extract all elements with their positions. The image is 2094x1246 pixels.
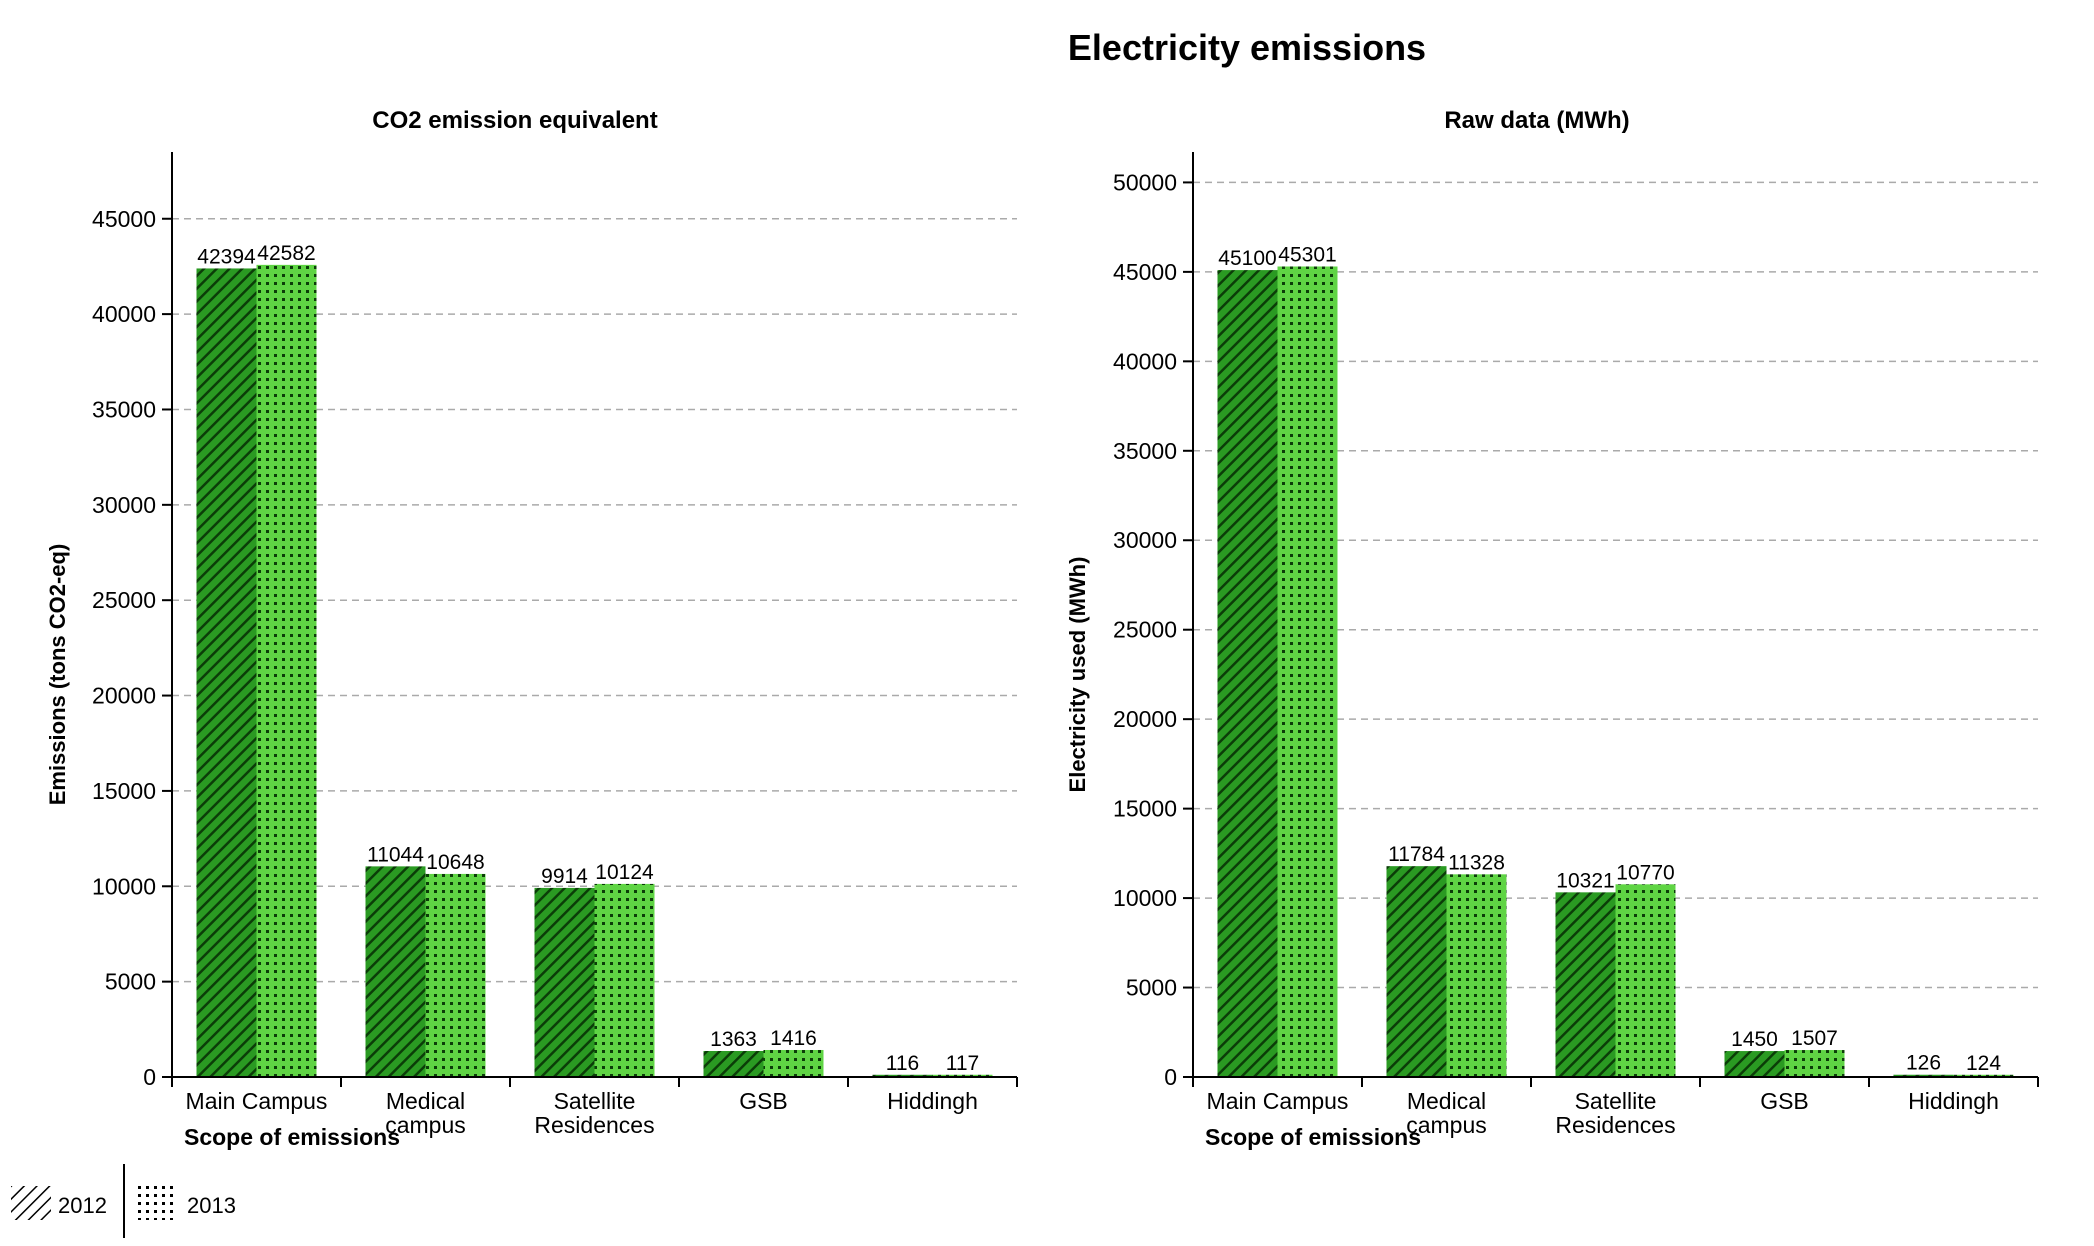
y-tick-label: 25000 [1113,617,1177,643]
y-tick-label: 40000 [1113,348,1177,374]
x-tick-label: campus [385,1112,466,1138]
bar-2013 [1615,884,1676,1077]
chart-raw-data-mwh: Raw data (MWh) 0 5000 10000 15000 20000 25000 3… [1065,107,2039,1150]
x-tick-label: Satellite [554,1088,636,1114]
legend-swatch-2013 [138,1186,178,1220]
bar-2012 [534,887,595,1077]
data-label-2013: 42582 [257,242,315,265]
bar-2012 [872,1074,933,1077]
data-label-2012: 11044 [367,843,424,866]
x-axis-label-co2: Scope of emissions [184,1124,400,1150]
y-tick-label: 40000 [92,301,156,327]
legend-label-2012: 2012 [58,1193,107,1218]
bar-2012 [1386,866,1447,1077]
data-label-2012: 45100 [1218,247,1276,270]
legend: 2012 2013 [11,1164,236,1238]
data-label-2012: 116 [886,1052,919,1075]
data-label-2012: 126 [1906,1052,1941,1075]
y-tick-label: 10000 [92,873,156,899]
x-tick-label: Residences [1555,1112,1675,1138]
legend-label-2013: 2013 [187,1193,236,1218]
y-tick-label: 45000 [1113,259,1177,285]
data-label-2013: 1416 [770,1027,817,1050]
x-tick-label: GSB [1760,1088,1809,1114]
bar-2013 [425,873,486,1077]
bar-2013 [594,883,655,1077]
x-tick-label: Main Campus [186,1088,328,1114]
bar-2013 [1953,1074,2014,1077]
bar-2013 [1784,1050,1845,1077]
data-label-2013: 11328 [1448,851,1505,874]
data-label-2013: 10124 [595,861,654,884]
data-label-2013: 124 [1966,1052,2001,1075]
chart-title-mwh: Raw data (MWh) [1444,107,1629,134]
chart-co2-emission-equivalent: CO2 emission equivalent 0 5000 10000 15000 20… [45,107,1018,1150]
y-tick-label: 35000 [1113,438,1177,464]
bar-2012 [703,1051,764,1077]
data-label-2013: 10648 [426,851,484,874]
data-label-2012: 11784 [1388,843,1445,866]
figure-title: Electricity emissions [1068,27,1426,68]
y-tick-label: 50000 [1113,169,1177,195]
bar-2013 [1277,266,1338,1077]
bar-2013 [1446,874,1507,1077]
data-label-2012: 10321 [1556,869,1614,892]
data-label-2012: 1450 [1731,1028,1778,1051]
data-label-2013: 10770 [1616,861,1674,884]
x-axis-label-mwh: Scope of emissions [1205,1124,1421,1150]
y-tick-label: 30000 [1113,527,1177,553]
y-axis-label-mwh: Electricity used (MWh) [1065,557,1090,793]
bar-2012 [1555,892,1616,1077]
x-tick-label: Residences [534,1112,654,1138]
x-tick-label: Hiddingh [1908,1088,1999,1114]
y-tick-label: 10000 [1113,885,1177,911]
x-tick-label: Medical [386,1088,465,1114]
bar-2012 [196,268,257,1077]
y-tick-label: 15000 [1113,796,1177,822]
x-tick-label: GSB [739,1088,788,1114]
y-tick-label: 35000 [92,396,156,422]
data-label-2013: 45301 [1278,243,1336,266]
y-tick-label: 20000 [92,683,156,709]
data-label-2012: 1363 [710,1028,757,1051]
y-axis-label-co2: Emissions (tons CO2-eq) [45,544,70,806]
y-tick-label: 15000 [92,778,156,804]
y-tick-label: 20000 [1113,706,1177,732]
bar-2013 [763,1049,824,1077]
y-tick-label: 0 [1164,1064,1177,1090]
y-tick-label: 30000 [92,492,156,518]
data-label-2012: 42394 [197,245,256,268]
y-tick-label: 45000 [92,206,156,232]
bar-2013 [256,264,317,1077]
data-label-2012: 9914 [541,865,588,888]
bar-2012 [1724,1051,1785,1077]
data-label-2013: 117 [946,1052,979,1075]
x-tick-label: Medical [1407,1088,1486,1114]
data-label-2013: 1507 [1791,1027,1838,1050]
y-tick-label: 5000 [105,969,156,995]
y-tick-label: 25000 [92,587,156,613]
y-tick-label: 5000 [1126,975,1177,1001]
x-tick-label: campus [1406,1112,1487,1138]
bar-2012 [1893,1074,1954,1077]
x-tick-label: Satellite [1575,1088,1657,1114]
bar-2012 [1217,270,1278,1078]
bar-2013 [932,1074,993,1077]
legend-swatch-2012 [11,1186,51,1220]
y-tick-label: 0 [143,1064,156,1090]
chart-title-co2: CO2 emission equivalent [372,107,657,134]
bar-2012 [365,866,426,1077]
x-tick-label: Main Campus [1207,1088,1349,1114]
x-tick-label: Hiddingh [887,1088,978,1114]
